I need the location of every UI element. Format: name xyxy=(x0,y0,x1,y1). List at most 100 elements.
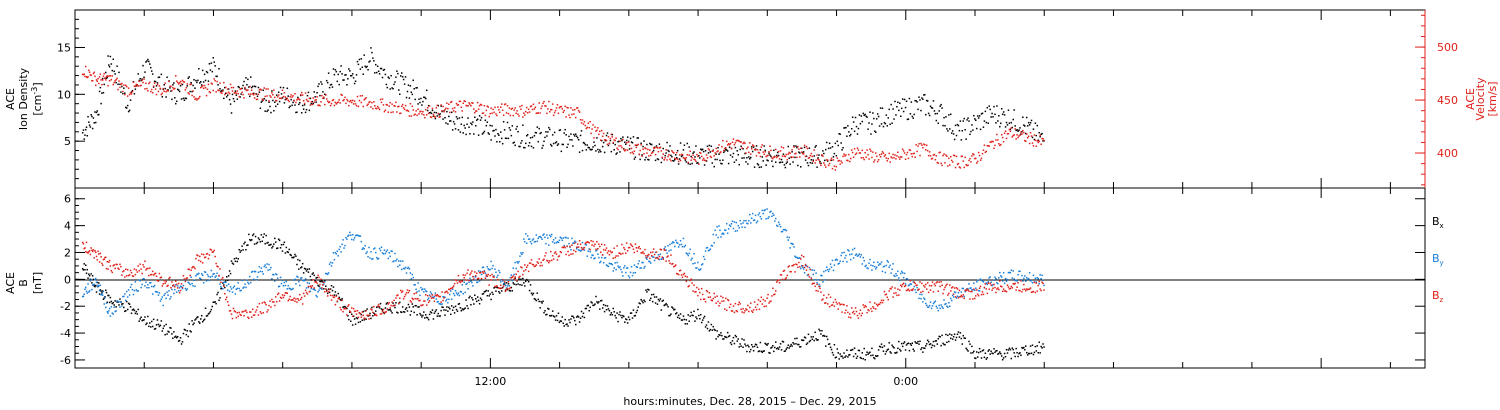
data-point-velocity xyxy=(721,145,723,148)
data-point-velocity xyxy=(943,153,945,155)
data-point-by xyxy=(200,273,203,275)
data-point-velocity xyxy=(1018,135,1020,137)
data-point-by xyxy=(721,233,723,235)
data-point-ion-density xyxy=(981,112,984,115)
data-point-velocity xyxy=(640,144,642,146)
data-point-by xyxy=(614,262,616,264)
data-point-by xyxy=(936,307,939,309)
data-point-velocity xyxy=(882,152,885,154)
data-point-bz xyxy=(726,298,729,301)
data-point-velocity xyxy=(576,107,579,109)
data-point-bx xyxy=(451,309,454,311)
data-point-velocity xyxy=(634,144,637,146)
data-point-by xyxy=(527,238,530,241)
data-point-velocity xyxy=(431,107,434,110)
data-point-velocity xyxy=(1019,134,1021,136)
data-point-ion-density xyxy=(482,132,485,134)
data-point-bx xyxy=(900,350,902,352)
data-point-ion-density xyxy=(205,70,208,73)
data-point-ion-density xyxy=(302,108,305,110)
data-point-bx xyxy=(819,329,821,332)
data-point-bz xyxy=(224,293,226,295)
data-point-by xyxy=(941,306,943,308)
data-point-by xyxy=(950,297,952,300)
data-point-bx xyxy=(818,328,820,331)
data-point-bx xyxy=(609,314,612,316)
data-point-bx xyxy=(400,311,402,313)
data-point-by xyxy=(265,266,267,269)
data-point-by xyxy=(640,267,642,269)
data-point-velocity xyxy=(531,108,534,111)
data-point-by xyxy=(776,225,779,228)
data-point-velocity xyxy=(773,156,775,158)
data-point-ion-density xyxy=(371,51,373,54)
data-point-velocity xyxy=(675,151,678,154)
data-point-by xyxy=(985,282,988,284)
data-point-velocity xyxy=(644,147,646,149)
data-point-bx xyxy=(747,344,749,347)
data-point-ion-density xyxy=(417,103,419,105)
data-point-ion-density xyxy=(336,80,339,83)
data-point-velocity xyxy=(255,98,258,101)
data-point-by xyxy=(477,270,480,272)
data-point-by xyxy=(819,285,821,287)
data-point-velocity xyxy=(297,98,299,100)
data-point-velocity xyxy=(98,82,100,85)
data-point-by xyxy=(149,282,151,284)
data-point-bx xyxy=(687,314,689,316)
data-point-by xyxy=(374,247,376,249)
data-point-ion-density xyxy=(713,165,715,168)
data-point-by xyxy=(166,291,168,293)
data-point-ion-density xyxy=(526,133,529,136)
data-point-velocity xyxy=(286,97,289,100)
data-point-by xyxy=(700,264,703,266)
data-point-bx xyxy=(271,247,273,249)
data-point-bx xyxy=(1008,347,1011,350)
data-point-velocity xyxy=(289,96,291,98)
data-point-by xyxy=(259,270,262,273)
data-point-bz xyxy=(667,255,669,257)
data-point-bz xyxy=(794,271,796,273)
data-point-by xyxy=(859,256,862,258)
data-point-velocity xyxy=(277,94,280,96)
data-point-bx xyxy=(826,338,829,341)
data-point-velocity xyxy=(618,145,620,147)
data-point-velocity xyxy=(123,84,125,86)
data-point-velocity xyxy=(530,105,533,107)
data-point-bz xyxy=(473,278,475,280)
data-point-by xyxy=(779,226,782,228)
data-point-ion-density xyxy=(691,162,693,165)
data-point-by xyxy=(184,287,187,290)
data-point-bx xyxy=(390,310,392,312)
data-point-bz xyxy=(421,304,423,307)
data-point-bz xyxy=(394,304,396,307)
data-point-bx xyxy=(735,335,738,338)
data-point-bz xyxy=(180,283,183,285)
data-point-ion-density xyxy=(984,110,987,113)
data-point-by xyxy=(717,236,719,239)
data-point-velocity xyxy=(652,147,655,149)
data-point-velocity xyxy=(622,138,624,141)
data-point-ion-density xyxy=(690,155,692,158)
data-point-by xyxy=(750,217,753,219)
data-point-bx xyxy=(893,347,895,349)
data-point-velocity xyxy=(207,83,210,86)
data-point-velocity xyxy=(193,96,195,98)
data-point-velocity xyxy=(148,82,150,85)
data-point-velocity xyxy=(583,121,586,123)
data-point-bx xyxy=(102,298,105,300)
data-point-by xyxy=(706,246,709,249)
data-point-by xyxy=(974,289,976,291)
data-point-velocity xyxy=(419,111,421,113)
data-point-velocity xyxy=(865,156,867,159)
data-point-velocity xyxy=(879,156,882,158)
data-point-bx xyxy=(309,275,312,278)
data-point-velocity xyxy=(552,114,555,117)
data-point-by xyxy=(642,261,644,264)
data-point-velocity xyxy=(442,105,444,108)
data-point-bx xyxy=(857,349,860,352)
data-point-ion-density xyxy=(906,118,909,121)
data-point-bx xyxy=(1015,347,1017,350)
data-point-by xyxy=(713,242,715,244)
data-point-by xyxy=(833,264,836,266)
